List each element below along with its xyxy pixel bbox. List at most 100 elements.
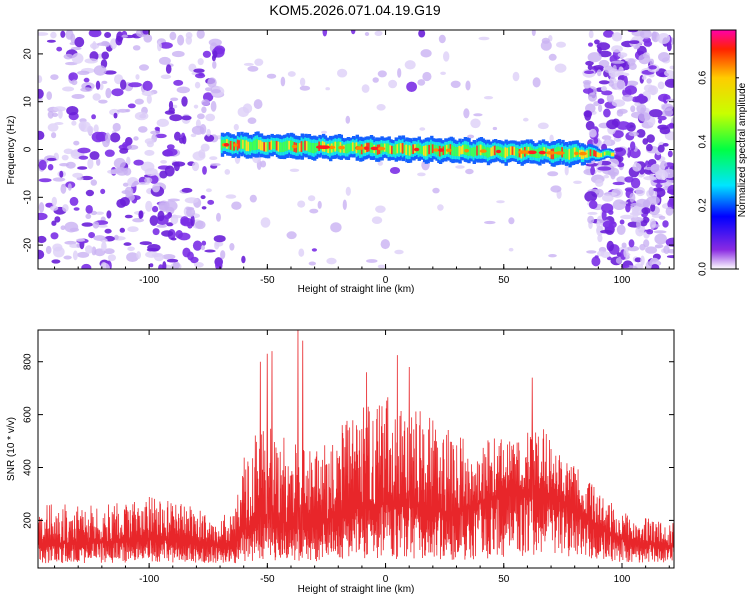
- noise-blob: [361, 84, 370, 93]
- noise-blob: [154, 126, 160, 131]
- noise-blob: [231, 201, 242, 210]
- noise-blob: [665, 206, 674, 216]
- noise-blob: [317, 200, 322, 209]
- noise-blob: [587, 211, 598, 215]
- noise-blob: [201, 99, 210, 106]
- noise-blob: [128, 82, 142, 88]
- noise-blob: [51, 220, 57, 226]
- noise-blob: [438, 34, 446, 44]
- noise-blob: [671, 117, 674, 125]
- signal-peak: [538, 150, 546, 155]
- noise-blob: [38, 212, 48, 221]
- noise-blob: [588, 128, 597, 138]
- noise-blob: [93, 235, 106, 241]
- noise-blob: [632, 162, 642, 172]
- noise-blob: [127, 226, 139, 233]
- noise-blob: [638, 112, 651, 122]
- signal-core: [268, 141, 273, 150]
- noise-blob: [658, 215, 666, 220]
- noise-blob: [584, 191, 598, 203]
- signal-core: [513, 146, 517, 156]
- noise-blob: [629, 212, 642, 216]
- signal-core: [302, 141, 306, 151]
- noise-blob: [603, 108, 611, 118]
- signal-peak: [363, 146, 369, 150]
- noise-blob: [603, 174, 610, 179]
- spectrogram-signal-band: [220, 131, 615, 168]
- noise-blob: [619, 201, 629, 205]
- signal-peak: [528, 150, 537, 155]
- noise-blob: [109, 132, 121, 143]
- noise-blob: [467, 134, 475, 139]
- noise-blob: [160, 74, 172, 80]
- noise-blob: [133, 136, 139, 141]
- noise-blob: [54, 122, 64, 125]
- snr-x-axis-label: Height of straight line (km): [298, 584, 415, 595]
- noise-blob: [556, 41, 566, 48]
- noise-blob: [374, 30, 383, 36]
- noise-blob: [634, 257, 642, 263]
- noise-blob: [47, 123, 59, 132]
- noise-blob: [81, 222, 94, 227]
- noise-blob: [124, 214, 133, 219]
- noise-blob: [95, 80, 101, 90]
- noise-blob: [161, 230, 174, 237]
- noise-blob: [669, 65, 674, 70]
- noise-blob: [200, 143, 210, 152]
- signal-core: [309, 142, 313, 153]
- noise-blob: [649, 218, 656, 229]
- noise-blob: [75, 238, 86, 242]
- noise-blob: [65, 161, 76, 169]
- noise-blob: [156, 118, 169, 127]
- noise-blob: [212, 60, 217, 69]
- noise-blob: [623, 247, 629, 258]
- noise-blob: [103, 248, 115, 255]
- noise-blob: [247, 117, 257, 124]
- colorbar-tick-label: 0.4: [698, 134, 709, 148]
- noise-blob: [194, 262, 204, 268]
- noise-blob: [636, 129, 646, 138]
- noise-blob: [38, 75, 43, 83]
- noise-blob: [196, 30, 205, 39]
- noise-blob: [587, 52, 602, 63]
- noise-blob: [136, 251, 142, 260]
- noise-blob: [594, 188, 604, 198]
- snr-frame: [37, 329, 675, 569]
- noise-blob: [177, 34, 185, 46]
- noise-blob: [651, 31, 657, 42]
- noise-blob: [46, 39, 56, 43]
- noise-blob: [50, 31, 57, 39]
- signal-core: [593, 150, 597, 157]
- noise-blob: [308, 261, 316, 266]
- noise-blob: [233, 123, 239, 131]
- noise-blob: [653, 230, 667, 234]
- noise-blob: [166, 144, 175, 150]
- signal-core: [394, 144, 398, 155]
- y-tick-label: 0: [23, 146, 34, 152]
- noise-blob: [620, 214, 634, 220]
- noise-blob: [619, 219, 625, 225]
- y-tick-label: 200: [23, 512, 34, 529]
- noise-blob: [190, 133, 197, 138]
- y-tick-label: 10: [23, 96, 34, 108]
- noise-blob: [105, 132, 111, 144]
- noise-blob: [632, 96, 640, 103]
- signal-core: [344, 144, 349, 154]
- noise-blob: [641, 75, 647, 80]
- noise-blob: [104, 228, 112, 234]
- x-tick-label: 100: [614, 275, 631, 286]
- noise-blob: [170, 97, 179, 102]
- signal-peak: [413, 147, 420, 152]
- noise-blob: [617, 52, 628, 58]
- noise-blob: [662, 168, 674, 179]
- noise-blob: [241, 255, 246, 264]
- noise-blob: [67, 183, 72, 191]
- noise-blob: [205, 87, 212, 92]
- signal-core: [307, 141, 312, 152]
- snr-y-axis-label: SNR (10 * v/v): [6, 417, 17, 481]
- noise-blob: [150, 130, 161, 135]
- noise-blob: [650, 264, 660, 269]
- signal-core: [279, 142, 283, 153]
- noise-blob: [307, 195, 316, 202]
- noise-blob: [132, 218, 145, 223]
